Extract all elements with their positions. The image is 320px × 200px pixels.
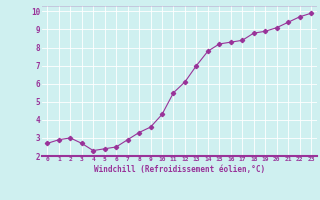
X-axis label: Windchill (Refroidissement éolien,°C): Windchill (Refroidissement éolien,°C) xyxy=(94,165,265,174)
